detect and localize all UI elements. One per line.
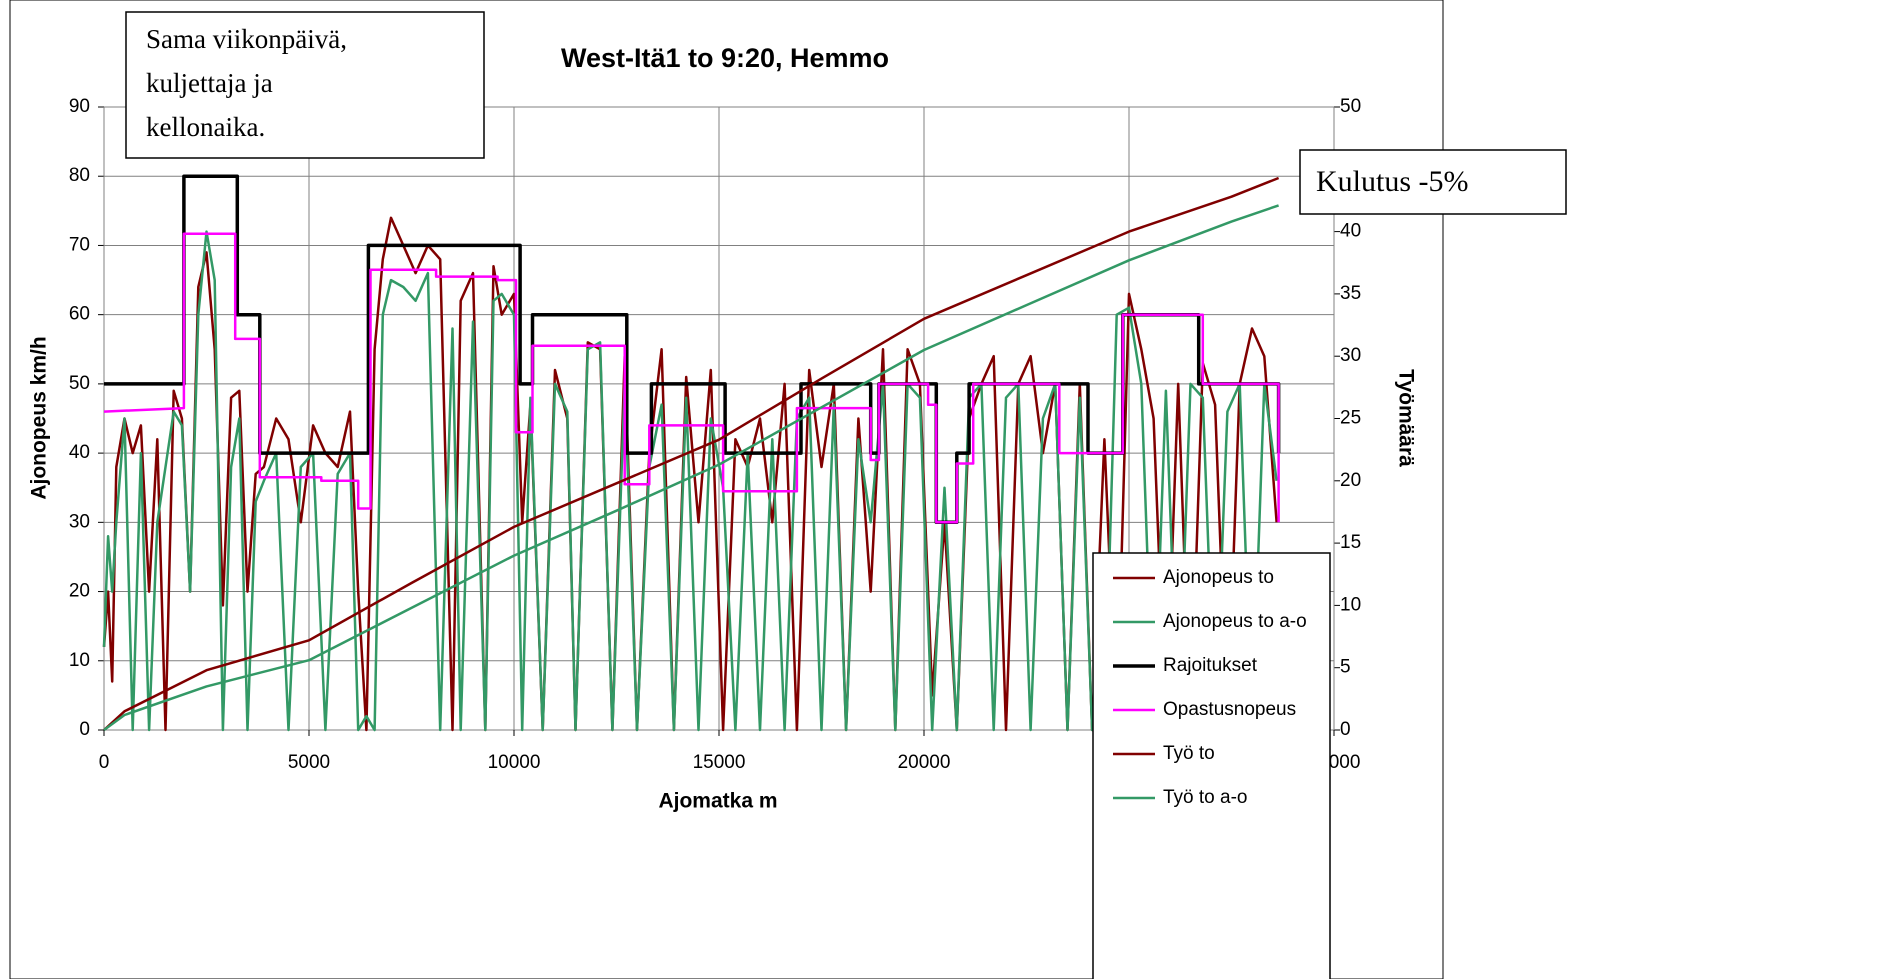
y-tick-label: 20	[69, 581, 90, 602]
series-line	[103, 232, 1280, 524]
legend-label: Rajoitukset	[1163, 655, 1258, 676]
x-axis-label: Ajomatka m	[658, 790, 777, 813]
x-tick-label: 10000	[488, 752, 541, 773]
y2-tick-label: 5	[1340, 657, 1351, 678]
legend-label: Opastusnopeus	[1163, 699, 1296, 720]
annotation-text: Kulutus -5%	[1316, 165, 1469, 198]
legend-label: Ajonopeus to a-o	[1163, 611, 1307, 632]
y-axis-label: Ajonopeus km/h	[28, 336, 51, 499]
y-tick-label: 0	[79, 719, 90, 740]
annotation-text: Sama viikonpäivä,	[146, 24, 347, 54]
legend-label: Ajonopeus to	[1163, 567, 1274, 588]
chart-title: West-Itä1 to 9:20, Hemmo	[561, 43, 889, 73]
y-tick-label: 60	[69, 304, 90, 325]
y-tick-label: 30	[69, 511, 90, 532]
series-line	[103, 204, 1280, 732]
annotation-box	[125, 11, 485, 159]
y2-tick-label: 15	[1340, 532, 1361, 553]
y2-tick-label: 20	[1340, 470, 1361, 491]
legend-label: Työ to	[1163, 743, 1215, 764]
y-tick-label: 10	[69, 650, 90, 671]
series-line	[104, 174, 1281, 525]
y-tick-label: 40	[69, 442, 90, 463]
series-line	[102, 230, 1278, 732]
y2-tick-label: 25	[1340, 408, 1361, 429]
annotation-text: kellonaika.	[146, 112, 265, 142]
y2-tick-label: 40	[1340, 221, 1361, 242]
y-tick-label: 50	[69, 373, 90, 394]
y2-axis-label: Työmäärä	[1394, 369, 1417, 467]
y2-tick-label: 30	[1340, 345, 1361, 366]
x-tick-label: 0	[99, 752, 110, 773]
y2-tick-label: 0	[1340, 719, 1351, 740]
legend-label: Työ to a-o	[1163, 787, 1248, 808]
x-tick-label: 20000	[898, 752, 951, 773]
y-tick-label: 90	[69, 96, 90, 117]
y2-tick-label: 10	[1340, 594, 1361, 615]
y2-tick-label: 35	[1340, 283, 1361, 304]
y-tick-label: 70	[69, 234, 90, 255]
annotation-box	[1299, 149, 1567, 215]
x-tick-label: 5000	[288, 752, 330, 773]
legend-box	[1092, 552, 1331, 979]
annotation-text: kuljettaja ja	[146, 68, 273, 98]
series-line	[103, 176, 1280, 731]
y2-tick-label: 50	[1340, 96, 1361, 117]
x-tick-label: 15000	[693, 752, 746, 773]
y-tick-label: 80	[69, 165, 90, 186]
